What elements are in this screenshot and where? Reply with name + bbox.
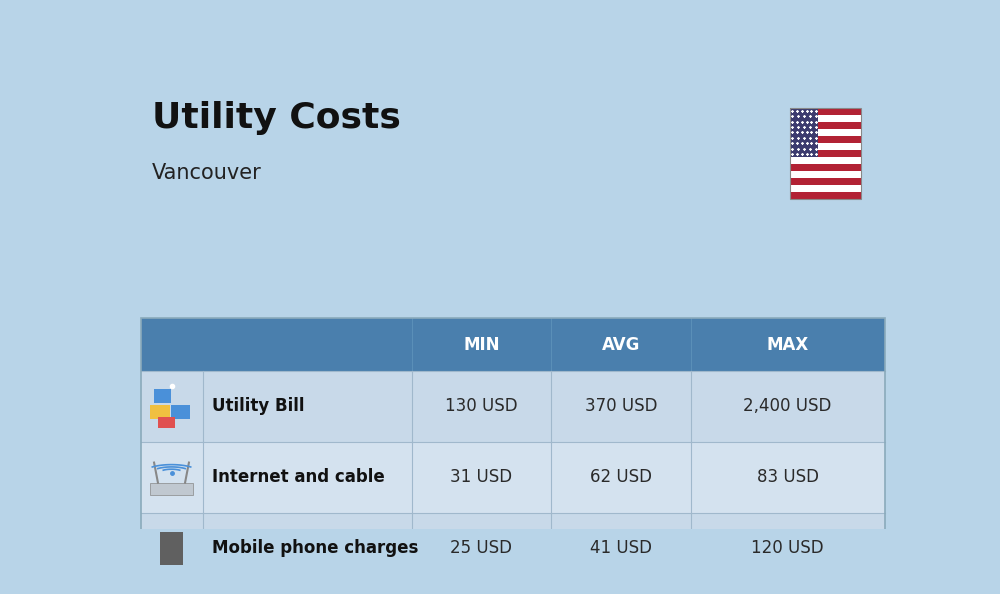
Bar: [790, 136, 861, 143]
Bar: [160, 532, 183, 564]
Bar: [158, 416, 175, 428]
Bar: [790, 185, 861, 192]
Bar: [790, 171, 861, 178]
Text: MIN: MIN: [463, 336, 500, 353]
Bar: [790, 178, 861, 185]
Text: 31 USD: 31 USD: [450, 468, 513, 486]
Bar: [167, 552, 171, 558]
Text: 41 USD: 41 USD: [590, 539, 652, 557]
Bar: [140, 442, 885, 513]
Bar: [163, 539, 167, 545]
Bar: [176, 539, 179, 545]
Bar: [790, 108, 818, 157]
Bar: [167, 539, 171, 545]
Bar: [172, 539, 175, 545]
Bar: [790, 192, 861, 200]
Bar: [790, 129, 861, 136]
Bar: [790, 164, 861, 171]
Bar: [140, 371, 885, 442]
Bar: [140, 513, 885, 583]
Text: Utility Costs: Utility Costs: [152, 101, 401, 135]
Bar: [176, 552, 179, 558]
Text: 120 USD: 120 USD: [751, 539, 824, 557]
Bar: [790, 143, 861, 150]
Text: AVG: AVG: [602, 336, 640, 353]
Bar: [790, 108, 861, 115]
Bar: [154, 389, 171, 403]
Bar: [163, 552, 167, 558]
Text: 62 USD: 62 USD: [590, 468, 652, 486]
Text: 370 USD: 370 USD: [585, 397, 657, 415]
Bar: [150, 405, 170, 419]
Bar: [790, 150, 861, 157]
Text: Internet and cable: Internet and cable: [212, 468, 385, 486]
Bar: [140, 318, 885, 371]
Text: Utility Bill: Utility Bill: [212, 397, 304, 415]
Text: 2,400 USD: 2,400 USD: [743, 397, 832, 415]
Bar: [171, 405, 190, 419]
Bar: [790, 122, 861, 129]
Bar: [162, 536, 181, 561]
Text: 83 USD: 83 USD: [757, 468, 819, 486]
Bar: [140, 318, 885, 583]
Bar: [790, 108, 861, 200]
Bar: [172, 552, 175, 558]
Text: Mobile phone charges: Mobile phone charges: [212, 539, 418, 557]
Bar: [790, 157, 861, 164]
Bar: [176, 546, 179, 551]
Text: MAX: MAX: [767, 336, 809, 353]
Bar: [172, 546, 175, 551]
Text: 130 USD: 130 USD: [445, 397, 518, 415]
Bar: [150, 483, 193, 495]
Text: Vancouver: Vancouver: [152, 163, 262, 183]
Bar: [790, 115, 861, 122]
Bar: [163, 546, 167, 551]
Bar: [167, 546, 171, 551]
Text: 25 USD: 25 USD: [450, 539, 512, 557]
Bar: [790, 108, 861, 200]
